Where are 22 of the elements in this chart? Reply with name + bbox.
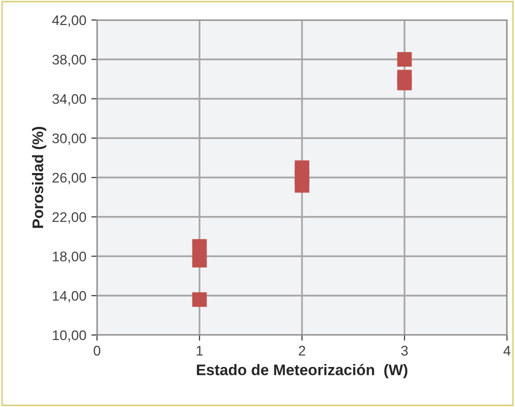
- y-tick-label: 42,00: [52, 15, 86, 27]
- point: [192, 239, 207, 254]
- point: [192, 252, 207, 268]
- x-tick-label: 1: [196, 346, 203, 356]
- y-tick-label: 18,00: [52, 252, 86, 264]
- y-tick-label: 10,00: [52, 330, 86, 342]
- point: [397, 52, 412, 67]
- y-axis-title: Porosidad (%): [32, 126, 46, 228]
- x-axis-title: Estado de Meteorización (W): [196, 364, 408, 378]
- x-tick-label: 0: [94, 346, 100, 356]
- x-tick-label: 2: [298, 346, 306, 356]
- point: [294, 178, 310, 193]
- x-tick-label: 3: [401, 346, 408, 356]
- y-tick-label: 26,00: [52, 172, 86, 184]
- point: [397, 76, 412, 90]
- y-tick-label: 22,00: [52, 212, 86, 224]
- y-tick-label: 14,00: [52, 290, 86, 302]
- y-tick-label: 38,00: [52, 54, 86, 66]
- y-tick-label: 30,00: [52, 133, 86, 145]
- y-tick-label: 34,00: [52, 94, 86, 106]
- point: [192, 292, 207, 307]
- x-tick-label: 4: [503, 346, 510, 356]
